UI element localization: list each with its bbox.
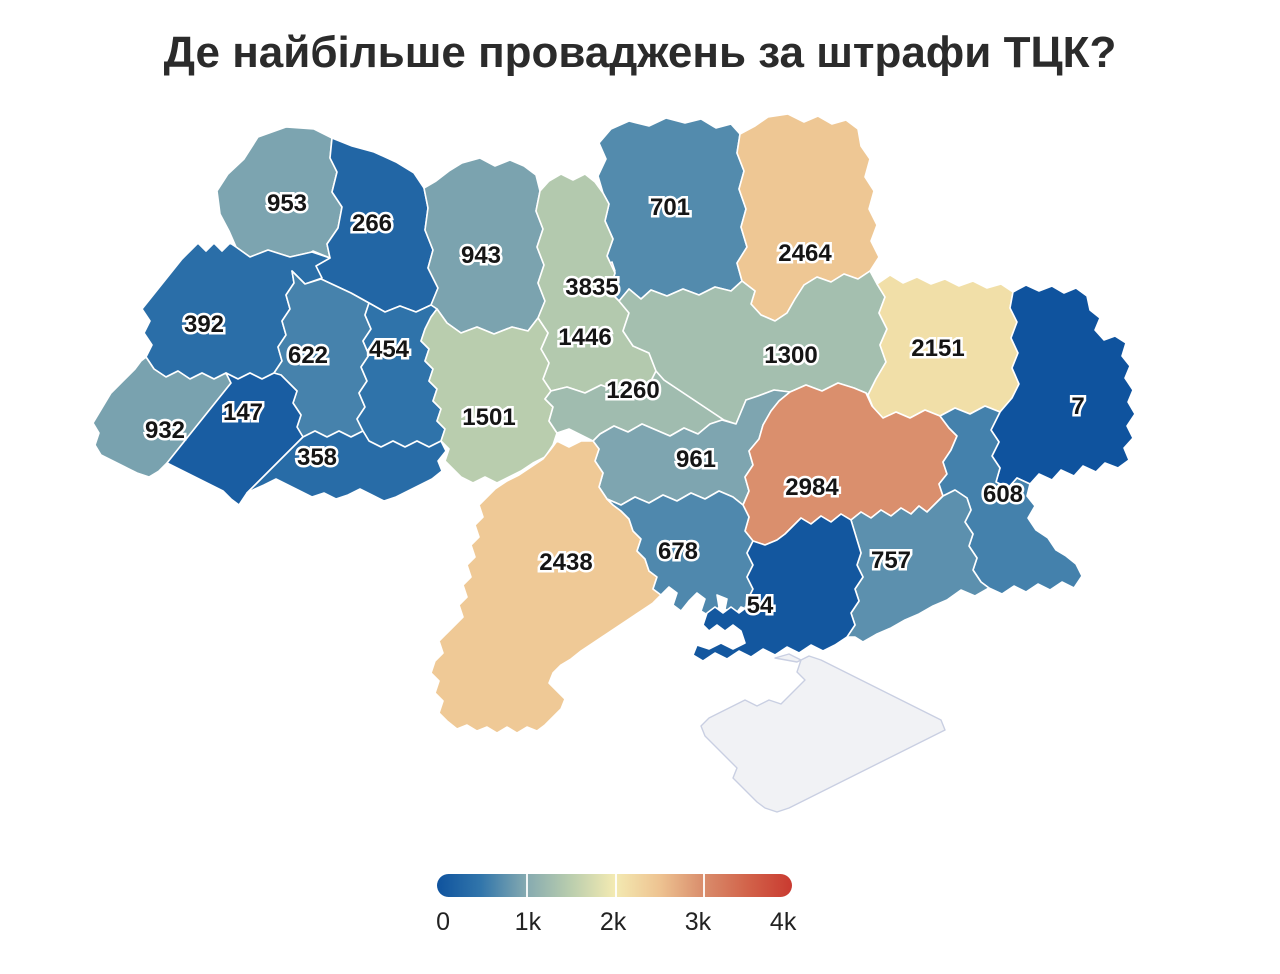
- region-chernivtsi-value: 358: [297, 444, 337, 471]
- region-kyiv-oblast-value: 1446: [558, 324, 611, 351]
- region-donetsk-value: 608: [983, 481, 1023, 508]
- region-ivano-frankivsk-value: 147: [223, 399, 263, 426]
- region-lviv-value: 392: [184, 311, 224, 338]
- legend-tick-3k: 3k: [684, 908, 712, 936]
- region-crimea: [700, 653, 946, 813]
- legend-tick-1k: 1k: [514, 908, 542, 936]
- region-zakarpattia: [92, 356, 232, 478]
- region-kherson-value: 54: [747, 592, 774, 619]
- region-rivne-value: 266: [352, 210, 392, 237]
- page-title: Де найбільше проваджень за штрафи ТЦК?: [163, 28, 1117, 77]
- region-vinnytsia: [420, 308, 558, 484]
- region-odesa-value: 2438: [539, 549, 592, 576]
- region-kirovohrad-value: 961: [676, 446, 716, 473]
- region-zakarpattia-value: 932: [145, 417, 185, 444]
- legend-tick-4k: 4k: [769, 908, 797, 936]
- region-kyiv-city-value: 3835: [565, 274, 618, 301]
- region-kherson: [692, 513, 864, 662]
- region-cherkasy-value: 1260: [606, 377, 659, 404]
- region-zaporizhzhia-value: 757: [871, 547, 911, 574]
- region-chernihiv-value: 701: [650, 194, 690, 221]
- legend-tick-2k: 2k: [599, 908, 627, 936]
- legend-separator: [525, 874, 528, 897]
- region-ternopil-value: 622: [288, 342, 328, 369]
- region-mykolaiv-value: 678: [658, 538, 698, 565]
- legend-gradient-bar: [437, 874, 792, 897]
- color-legend: 0 1k 2k 3k 4k: [436, 872, 796, 952]
- legend-tick-labels: 0 1k 2k 3k 4k: [436, 908, 796, 940]
- region-chernivtsi: [246, 430, 447, 502]
- region-kharkiv-value: 2151: [911, 335, 964, 362]
- legend-tick-0: 0: [436, 908, 450, 936]
- region-volyn-value: 953: [267, 190, 307, 217]
- region-poltava-value: 1300: [764, 342, 817, 369]
- legend-separator: [614, 874, 617, 897]
- region-dnipro-value: 2984: [785, 474, 839, 501]
- legend-separator: [703, 874, 706, 897]
- region-zhytomyr-value: 943: [461, 242, 501, 269]
- region-sumy-value: 2464: [778, 240, 832, 267]
- region-luhansk-value: 7: [1071, 393, 1084, 420]
- region-khmelnytskyi-value: 454: [369, 336, 410, 363]
- region-mykolaiv: [606, 490, 754, 618]
- region-odesa: [430, 440, 662, 734]
- region-vinnytsia-value: 1501: [462, 404, 515, 431]
